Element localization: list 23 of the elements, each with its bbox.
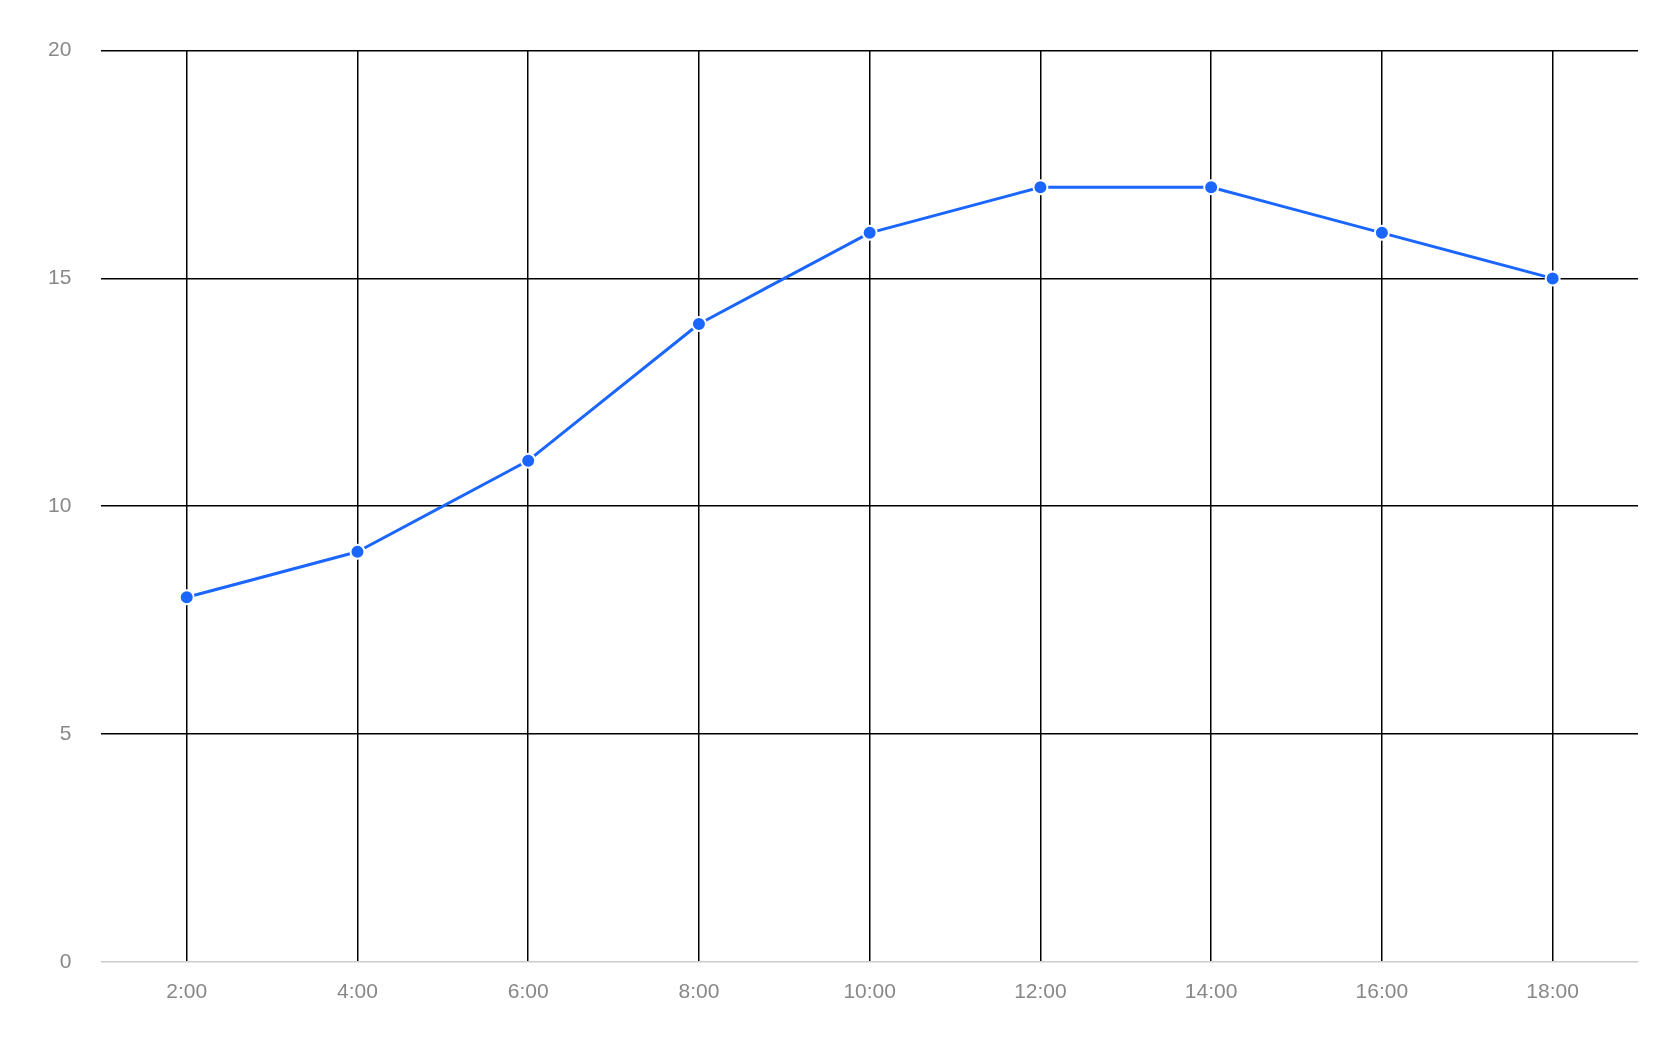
point <box>1373 224 1390 241</box>
x-tick-label: 8:00 <box>678 979 720 1003</box>
y-tick-label: 20 <box>48 37 72 61</box>
y-tick-label: 15 <box>48 265 72 289</box>
y-tick-label: 5 <box>59 720 72 744</box>
point <box>1203 179 1220 196</box>
x-tick-label: 12:00 <box>1014 979 1067 1003</box>
x-tick-label: 6:00 <box>507 979 549 1003</box>
point <box>690 315 707 332</box>
point <box>349 543 366 560</box>
x-tick-label: 14:00 <box>1184 979 1238 1003</box>
x-tick-label: 10:00 <box>843 979 896 1003</box>
x-tick-label: 2:00 <box>166 979 208 1003</box>
y-tick-label: 10 <box>48 493 72 516</box>
point <box>861 224 878 241</box>
x-tick-label: 4:00 <box>337 979 378 1003</box>
point <box>178 589 195 606</box>
y-tick-label: 0 <box>59 948 72 972</box>
point <box>520 452 537 469</box>
x-tick-label: 16:00 <box>1355 979 1409 1003</box>
point <box>1544 270 1561 287</box>
point <box>1032 179 1049 196</box>
x-tick-label: 18:00 <box>1526 979 1579 1003</box>
